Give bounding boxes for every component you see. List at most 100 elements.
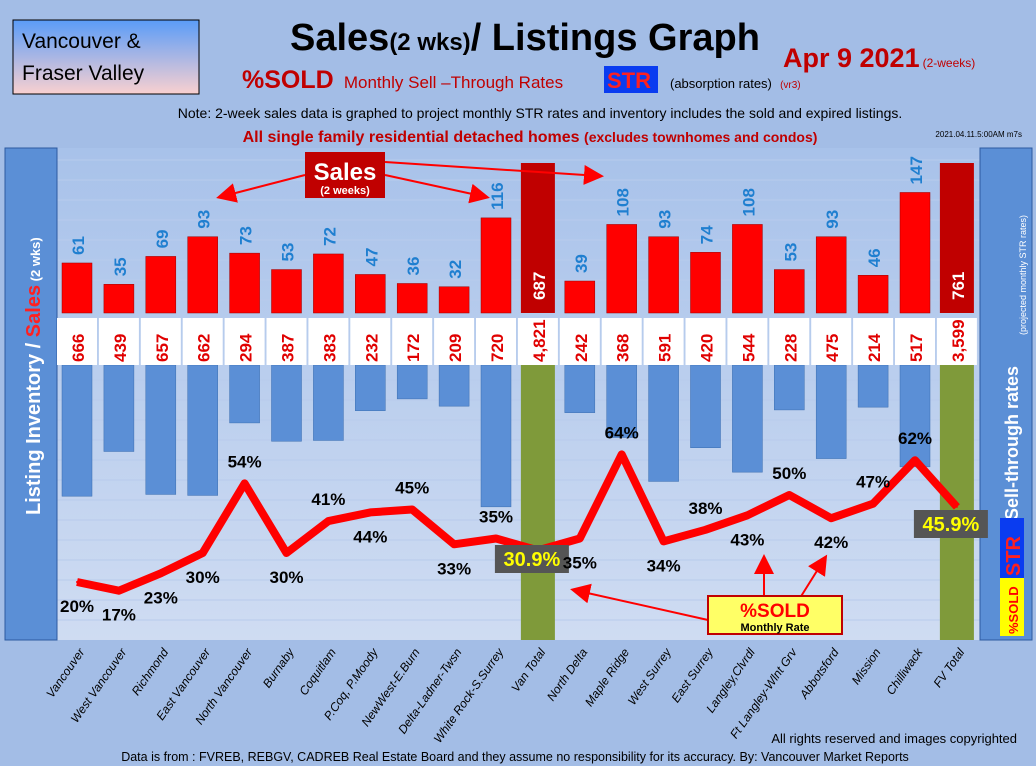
sold-rate-point xyxy=(872,502,875,505)
inventory-bar xyxy=(313,364,344,441)
x-tick-label: Van Total xyxy=(508,645,548,694)
x-tick-label: Abbotsford xyxy=(796,645,842,702)
sales-bar xyxy=(648,236,679,314)
sales-value-label: 108 xyxy=(739,188,758,216)
inventory-value-label: 228 xyxy=(781,334,800,362)
sold-rate-label: 30% xyxy=(269,568,303,587)
sales-value-label: 687 xyxy=(530,272,549,300)
inventory-bar xyxy=(438,364,470,407)
inventory-label-bg xyxy=(350,318,391,365)
inventory-bar xyxy=(229,364,260,424)
inventory-bar xyxy=(271,364,302,442)
left-axis-title: Listing Inventory / Sales (2 wks) xyxy=(23,237,45,515)
sales-bar xyxy=(564,280,596,314)
inventory-value-label: 383 xyxy=(320,334,339,362)
sold-rate-point xyxy=(243,482,246,485)
inventory-bar xyxy=(396,364,428,400)
region-line-2: Fraser Valley xyxy=(22,62,145,85)
sold-rate-point xyxy=(76,581,78,583)
svg-text:Sales: Sales xyxy=(314,159,377,186)
total-sales-bar xyxy=(520,163,555,313)
inventory-label-bg xyxy=(727,318,768,365)
sold-rate-label: 34% xyxy=(647,556,681,575)
inventory-label-bg xyxy=(601,318,642,365)
sales-value-label: 93 xyxy=(195,210,214,229)
inventory-value-label: 544 xyxy=(739,333,758,362)
sales-value-label: 35 xyxy=(111,257,130,276)
sales-value-label: 46 xyxy=(865,248,884,267)
sales-value-label: 93 xyxy=(823,210,842,229)
sales-value-label: 69 xyxy=(153,229,172,248)
rights-text: All rights reserved and images copyright… xyxy=(771,731,1017,746)
inventory-value-label: 387 xyxy=(279,334,298,362)
inventory-label-bg xyxy=(643,318,684,365)
sold-rate-point xyxy=(285,552,288,554)
sold-rate-point xyxy=(411,508,414,511)
inventory-bar xyxy=(187,364,218,496)
inventory-value-label: 294 xyxy=(237,333,256,362)
sales-bar xyxy=(774,269,805,314)
sales-bar xyxy=(690,252,721,314)
inventory-label-bg xyxy=(936,318,977,365)
timestamp: 2021.04.11.5:00AM m7s xyxy=(935,130,1022,139)
svg-text:(2 weeks): (2 weeks) xyxy=(320,185,370,197)
inventory-value-label: 517 xyxy=(907,334,926,362)
inventory-label-bg xyxy=(182,318,223,365)
sold-rate-label: 45.9% xyxy=(923,514,980,536)
inventory-value-label: 591 xyxy=(656,334,675,362)
inventory-label-bg xyxy=(434,318,475,365)
sold-rate-label: 45% xyxy=(395,479,429,498)
total-rate-box xyxy=(913,510,988,538)
sales-value-label: 32 xyxy=(446,260,465,279)
date: Apr 9 2021 (2-weeks) xyxy=(783,43,975,73)
sold-rate-point xyxy=(453,543,456,546)
inventory-value-label: 232 xyxy=(362,334,381,362)
sold-rate-label: 33% xyxy=(437,559,471,578)
inventory-label-bg xyxy=(769,318,810,365)
sold-rate-line xyxy=(76,450,960,595)
inventory-label-bg xyxy=(224,318,265,365)
inventory-label-bg xyxy=(517,318,558,365)
left-axis-panel xyxy=(4,147,58,641)
inventory-label-bg xyxy=(266,318,307,365)
x-tick-label: Coquitlam xyxy=(296,646,338,698)
sales-value-label: 72 xyxy=(320,227,339,246)
sold-rate-label: 64% xyxy=(605,423,639,442)
right-axis-subtitle: (projected monthly STR rates) xyxy=(1018,215,1028,335)
sold-rate-label: 35% xyxy=(479,508,513,527)
sales-value-label: 116 xyxy=(488,182,507,209)
inventory-label-bg xyxy=(811,318,852,365)
inventory-bar xyxy=(480,364,512,508)
sold-rate-label: 50% xyxy=(772,464,806,483)
inventory-bar xyxy=(774,364,805,411)
x-tick-label: Chilliwack xyxy=(883,645,926,698)
sales-callout: Sales (2 weeks) xyxy=(216,152,604,204)
total-rate-box xyxy=(494,545,569,573)
inventory-bar xyxy=(857,364,889,408)
sales-bar xyxy=(606,224,637,314)
sales-value-label: 73 xyxy=(237,226,256,245)
inventory-value-label: 662 xyxy=(195,334,214,362)
sales-bar xyxy=(313,253,344,314)
sold-rate-point xyxy=(955,505,958,508)
x-tick-label: Burnaby xyxy=(260,645,298,690)
inventory-label-bg xyxy=(476,318,516,365)
sold-rate-point xyxy=(662,540,665,543)
sold-rate-point xyxy=(830,517,833,520)
sales-bar xyxy=(899,192,931,314)
inventory-value-label: 172 xyxy=(404,334,423,362)
inventory-bar xyxy=(564,364,596,413)
inventory-bar xyxy=(690,364,721,448)
sold-rate-point xyxy=(159,572,162,575)
x-tick-label: Richmond xyxy=(129,645,172,698)
x-tick-label: East Surrey xyxy=(669,645,717,705)
sales-bar xyxy=(145,256,177,314)
inventory-bar xyxy=(648,364,679,482)
sold-rate-point xyxy=(746,514,749,517)
homes: All single family residential detached h… xyxy=(243,129,818,146)
sales-value-label: 761 xyxy=(949,272,968,300)
inventory-label-bg xyxy=(308,318,349,365)
inventory-value-label: 209 xyxy=(446,334,465,362)
